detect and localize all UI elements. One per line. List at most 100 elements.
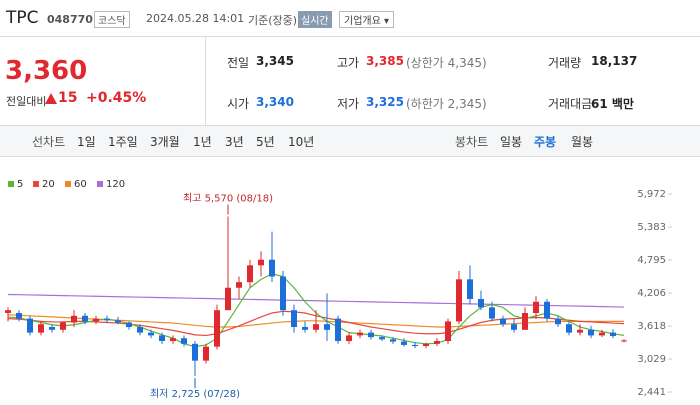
stat-value: 3,325 [366, 95, 404, 109]
tab[interactable]: 3년 [225, 135, 244, 149]
header [0, 0, 700, 37]
candle-body [126, 322, 132, 328]
candle-body [291, 310, 297, 328]
candle-body [82, 315, 88, 322]
tab[interactable]: 월봉 [571, 135, 594, 149]
candle-body [555, 318, 561, 325]
tab[interactable]: 3개월 [150, 135, 180, 149]
candle-body [302, 327, 308, 330]
annotation: 최고 5,570 (08/18) [183, 193, 273, 205]
legend-label: 120 [106, 179, 125, 190]
legend-label: 60 [74, 179, 87, 190]
change-label: 전일대비 [6, 95, 47, 108]
candle-body [511, 324, 517, 330]
price: 3,360 [5, 56, 88, 86]
ma-line [7, 293, 625, 308]
tab[interactable]: 10년 [288, 135, 315, 149]
candle-body [38, 324, 44, 333]
realtime-button[interactable]: 실시간 [298, 11, 332, 28]
stat-label: 거래량 [548, 56, 582, 70]
candle-body [577, 329, 583, 333]
y-tick-label: 2,441 [637, 387, 666, 398]
candle-body [71, 315, 77, 323]
candle-body [445, 321, 451, 342]
candle-body [412, 344, 418, 347]
candle-body [346, 335, 352, 342]
candle-body [500, 318, 506, 325]
tab[interactable]: 1일 [77, 135, 96, 149]
stat-label: 시가 [227, 97, 250, 111]
tab[interactable]: 5년 [256, 135, 275, 149]
candle-body [368, 332, 374, 338]
legend-swatch [33, 181, 39, 187]
y-tick-label: 5,383 [637, 222, 666, 233]
candle-body [434, 341, 440, 344]
candle-body [181, 338, 187, 344]
candle-body [280, 276, 286, 311]
change: 15 [58, 90, 78, 106]
candle-body [148, 332, 154, 336]
stat-value: 61 백만 [591, 97, 634, 111]
candle-body [533, 301, 539, 313]
candle-body [203, 346, 209, 361]
tab[interactable]: 주봉 [534, 135, 557, 149]
candle-body [313, 324, 319, 330]
legend-swatch [8, 181, 14, 187]
stat-value: 3,340 [256, 95, 294, 109]
stock-name: TPC [6, 8, 39, 28]
stat-label: 전일 [227, 56, 250, 70]
candle-body [324, 324, 330, 330]
candle-body [93, 318, 99, 322]
up-arrow [45, 93, 57, 104]
tab[interactable]: 일봉 [500, 135, 523, 149]
candle-body [335, 318, 341, 342]
candle-body [159, 335, 165, 342]
candle-body [621, 340, 627, 342]
candle-body [258, 259, 264, 266]
candle-body [269, 259, 275, 277]
candle-body [27, 318, 33, 333]
chart: 5,972 5,383 4,795 4,206 3,618 3,029 2,441 5 20 60… [5, 179, 672, 400]
stat-value: 3,385 [366, 54, 404, 68]
candle-body [192, 343, 198, 361]
divider [0, 125, 700, 157]
candle-body [423, 343, 429, 347]
stat-value: 3,345 [256, 54, 294, 68]
change-rate: +0.45% [86, 90, 147, 106]
y-tick-label: 4,795 [637, 255, 666, 266]
stat-note: (상한가 4,345) [406, 56, 487, 70]
market-badge: 코스닥 [94, 11, 130, 28]
y-tick-label: 3,618 [637, 321, 666, 332]
stat-note: (하한가 2,345) [406, 97, 487, 111]
candle-body [49, 327, 55, 330]
candle-body [225, 287, 231, 311]
y-tick-label: 3,029 [637, 354, 666, 365]
legend-label: 5 [17, 179, 23, 190]
stat-label: 저가 [337, 97, 360, 111]
candle-body [236, 282, 242, 288]
candle-body [390, 339, 396, 342]
candle-body [489, 307, 495, 319]
candle-body [588, 329, 594, 336]
y-tick-label: 4,206 [637, 288, 666, 299]
candle-body [379, 337, 385, 340]
legend-label: 20 [42, 179, 55, 190]
candle-body [478, 298, 484, 308]
annotation: 최저 2,725 (07/28) [150, 388, 240, 400]
legend-swatch [97, 181, 103, 187]
tab[interactable]: 1년 [193, 135, 212, 149]
stat-label: 거래대금 [548, 97, 593, 111]
stock-code: 048770 [47, 13, 93, 26]
candle-body [16, 312, 22, 319]
datetime: 2024.05.28 14:01 [146, 12, 245, 25]
candle-body [566, 324, 572, 333]
candle-body [247, 265, 253, 283]
candle-body [115, 320, 121, 323]
candle-body [5, 310, 11, 313]
candle-body [544, 301, 550, 319]
stat-value: 18,137 [591, 54, 638, 68]
candle-body [456, 279, 462, 322]
overview-button[interactable]: 기업개요 ▾ [339, 11, 394, 28]
tab[interactable]: 1주일 [108, 135, 138, 149]
